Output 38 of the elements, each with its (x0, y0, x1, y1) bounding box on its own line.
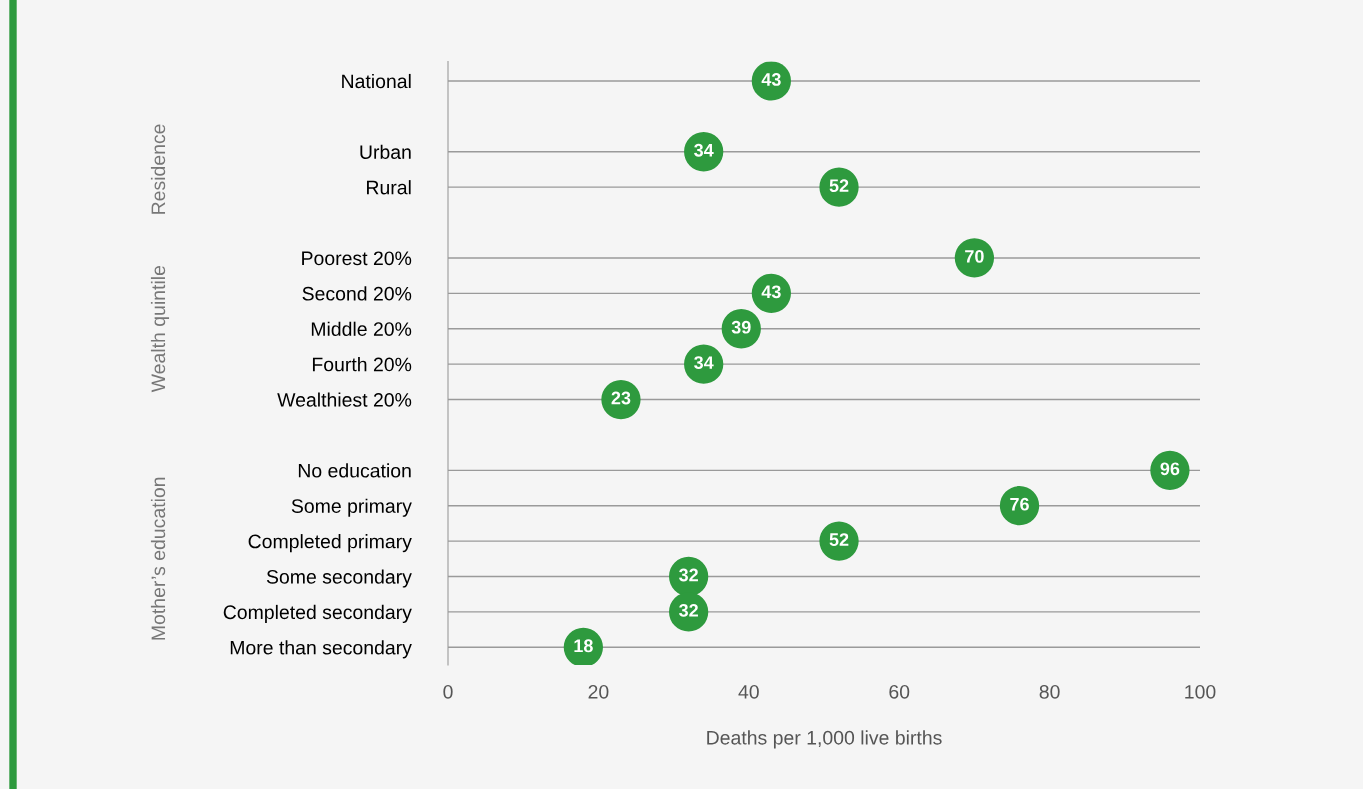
y-tick-label: Completed secondary (223, 604, 412, 623)
y-tick-label: No education (298, 463, 411, 478)
data-label: 43 (761, 73, 781, 86)
x-axis-title: Deaths per 1,000 live births (707, 730, 942, 749)
y-tick-label: National (342, 73, 411, 89)
y-tick-label: More than secondary (230, 640, 412, 659)
y-tick-label: Second 20% (302, 286, 412, 301)
x-tick-label: 0 (443, 684, 453, 699)
x-tick-label: 80 (1039, 684, 1060, 699)
text: Residence (150, 124, 166, 214)
data-label: 52 (829, 533, 849, 546)
data-label: 70 (965, 250, 984, 263)
data-label: 32 (679, 603, 698, 617)
y-tick-label: Middle 20% (311, 321, 412, 336)
y-tick-label: Poorest 20% (302, 251, 412, 266)
text: Mother’s education (150, 477, 166, 640)
text: Wealth quintile (150, 266, 170, 393)
data-label: 34 (694, 356, 714, 370)
data-label: 18 (574, 639, 593, 653)
y-tick-label: Fourth 20% (312, 357, 412, 372)
y-tick-label: Wealthiest 20% (277, 392, 412, 407)
y-tick-label: Rural (367, 180, 411, 195)
data-label: 34 (694, 143, 714, 157)
y-tick-label: Some primary (291, 498, 412, 517)
data-label: 23 (611, 391, 631, 405)
y-tick-label: Some secondary (266, 569, 412, 588)
x-tick-label: 40 (738, 684, 759, 699)
data-label: 32 (679, 568, 698, 582)
x-tick-label: 100 (1185, 684, 1216, 699)
data-label: 43 (761, 285, 781, 299)
x-tick-label: 60 (889, 684, 910, 699)
data-label: 39 (731, 320, 751, 334)
y-tick-label: Urban (360, 144, 411, 159)
data-label: 52 (829, 179, 849, 192)
data-label: 76 (1010, 497, 1029, 511)
data-label: 96 (1160, 462, 1180, 476)
x-tick-label: 20 (588, 684, 609, 699)
y-tick-label: Completed primary (248, 534, 412, 553)
